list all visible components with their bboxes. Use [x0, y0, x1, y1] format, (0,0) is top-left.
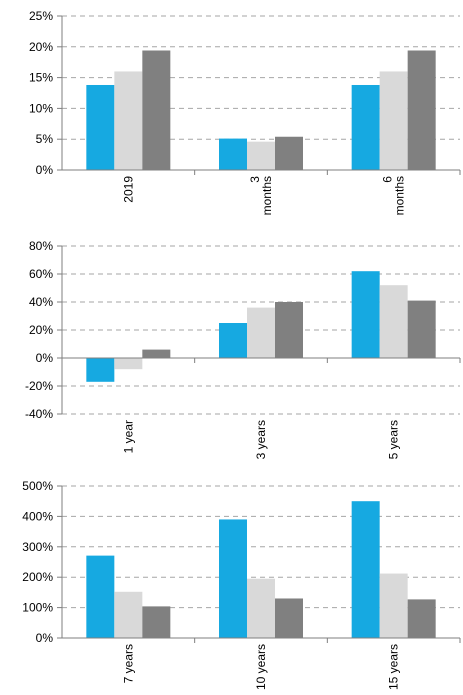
y-tick-label: 300% [22, 540, 53, 554]
bar [142, 606, 171, 638]
y-tick-label: 0% [36, 631, 54, 645]
x-tick-label-line: months [393, 176, 407, 215]
bar [114, 71, 143, 170]
bar [379, 573, 408, 638]
y-tick-label: 20% [29, 40, 53, 54]
x-tick-label-line: 5 years [387, 420, 401, 459]
bar [142, 349, 171, 358]
bar [219, 323, 247, 358]
x-tick-label-line: 2019 [121, 176, 135, 203]
chart-2: -40% -20% 0% 20% 40% 60% 80% 1 year 3 years 5 yea… [25, 239, 461, 459]
bar [247, 141, 275, 170]
y-tick-label: 5% [36, 132, 54, 146]
x-tick-label-line: 3 years [254, 420, 268, 459]
y-tick-label: 0% [36, 163, 54, 177]
bar [407, 300, 436, 358]
x-tick-label: 7 years [121, 644, 135, 683]
bar [379, 71, 408, 170]
bar [114, 591, 143, 638]
bar [379, 285, 408, 358]
bar [86, 555, 115, 638]
y-tick-label: 400% [22, 509, 53, 523]
x-tick-label-line: 10 years [254, 644, 268, 690]
y-tick-label: 80% [29, 239, 53, 253]
y-tick-label: 0% [36, 351, 54, 365]
x-tick-label-line: 1 year [121, 420, 135, 453]
y-tick-label: 200% [22, 570, 53, 584]
bar [351, 501, 380, 638]
y-tick-label: 500% [22, 479, 53, 493]
x-tick-label-line: 3 [248, 176, 262, 183]
y-tick-label: -40% [25, 407, 53, 421]
y-tick-label: 40% [29, 295, 53, 309]
bar [219, 519, 247, 638]
x-tick-label: 10 years [254, 644, 268, 690]
bar [407, 50, 436, 170]
bar [247, 578, 275, 638]
y-tick-label: 100% [22, 601, 53, 615]
bar [114, 358, 143, 370]
y-tick-label: -20% [25, 379, 53, 393]
bar [247, 307, 275, 358]
y-tick-label: 25% [29, 9, 53, 23]
bar [86, 84, 115, 170]
bar [351, 271, 380, 358]
x-tick-label: 1 year [121, 420, 135, 453]
bar [407, 599, 436, 638]
y-tick-label: 15% [29, 71, 53, 85]
bar [219, 138, 247, 170]
bar [142, 50, 171, 170]
x-tick-label: 2019 [121, 176, 135, 203]
x-tick-label-line: months [260, 176, 274, 215]
bar [275, 136, 303, 170]
x-tick-label-line: 7 years [121, 644, 135, 683]
x-tick-label-line: 6 [381, 176, 395, 183]
bar [351, 84, 380, 170]
y-tick-label: 20% [29, 323, 53, 337]
bar [275, 598, 303, 638]
x-tick-label: 15 years [387, 644, 401, 690]
y-tick-label: 10% [29, 101, 53, 115]
x-tick-label: 5 years [387, 420, 401, 459]
x-tick-label-line: 15 years [387, 644, 401, 690]
x-tick-label: 3 years [254, 420, 268, 459]
bar [275, 302, 303, 358]
bar [86, 358, 115, 382]
chart-3: 0% 100% 200% 300% 400% 500% 7 years 10 years 15 … [22, 479, 461, 690]
y-tick-label: 60% [29, 267, 53, 281]
